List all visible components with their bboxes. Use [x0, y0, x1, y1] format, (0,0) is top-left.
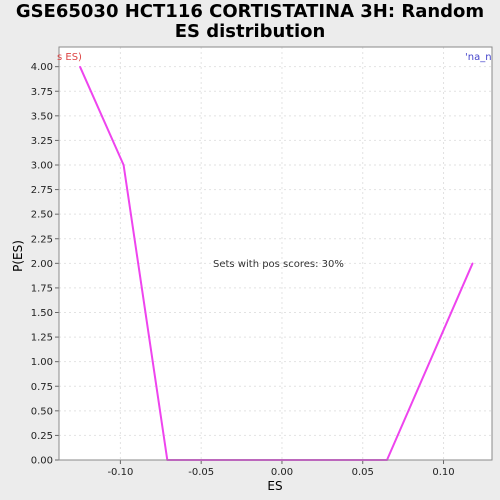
y-tick-label: 2.50 — [31, 210, 53, 221]
y-axis: 0.00 0.25 0.50 0.75 1.00 1.25 1.50 1.75 2.00 2.25… — [31, 62, 59, 467]
y-tick-label: 2.75 — [31, 185, 53, 196]
x-tick-label: 0.10 — [432, 467, 454, 478]
y-tick-label: 3.50 — [31, 111, 53, 122]
chart-title-line-1: GSE65030 HCT116 CORTISTATINA 3H: Random — [15, 1, 485, 22]
data-point — [471, 262, 474, 265]
y-tick-label: 4.00 — [31, 62, 53, 73]
x-axis-label: ES — [267, 479, 282, 493]
y-tick-label: 3.25 — [31, 136, 53, 147]
y-axis-label: P(ES) — [11, 240, 25, 272]
x-tick-label: -0.05 — [188, 467, 214, 478]
x-tick-label: 0.05 — [352, 467, 374, 478]
x-tick-label: -0.10 — [107, 467, 133, 478]
y-tick-label: 2.25 — [31, 234, 53, 245]
y-tick-label: 0.00 — [31, 456, 53, 467]
x-tick-label: 0.00 — [271, 467, 293, 478]
y-tick-label: 0.75 — [31, 382, 53, 393]
y-tick-label: 0.25 — [31, 431, 53, 442]
data-point — [122, 164, 125, 166]
x-axis: -0.10 -0.05 0.00 0.05 0.10 — [107, 460, 455, 478]
corner-label-right: 'na_n — [465, 52, 492, 63]
y-tick-label: 1.00 — [31, 357, 53, 368]
y-tick-label: 0.50 — [31, 406, 53, 417]
y-tick-label: 3.00 — [31, 161, 53, 172]
y-tick-label: 1.75 — [31, 283, 53, 294]
data-point — [79, 65, 81, 68]
chart-title: GSE65030 HCT116 CORTISTATINA 3H: Random … — [0, 2, 500, 42]
y-tick-label: 1.25 — [31, 333, 53, 344]
grid-lines — [59, 47, 492, 461]
center-annotation: Sets with pos scores: 30% — [213, 259, 344, 270]
plot-area — [59, 47, 492, 460]
y-tick-label: 1.50 — [31, 308, 53, 319]
y-tick-label: 2.00 — [31, 259, 53, 270]
chart-title-line-2: ES distribution — [174, 21, 326, 42]
y-tick-label: 3.75 — [31, 87, 53, 98]
corner-label-left: s ES) — [57, 52, 82, 63]
plot-border — [58, 46, 493, 461]
